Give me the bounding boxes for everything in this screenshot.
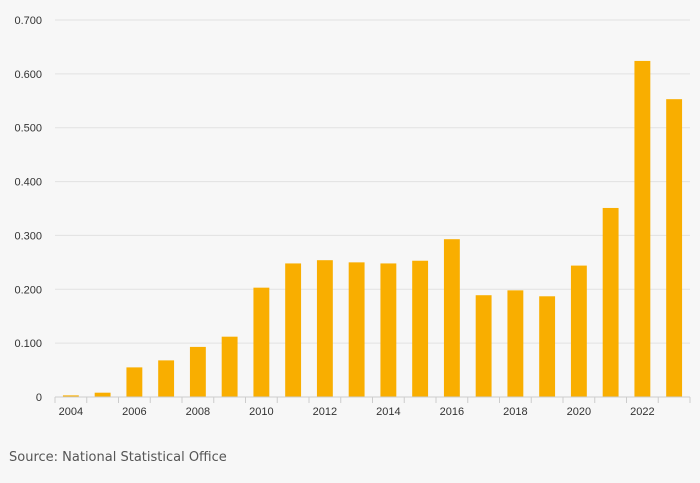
y-tick-label: 0.700: [14, 15, 42, 27]
y-tick-label: 0.400: [14, 177, 42, 189]
x-tick-label: 2006: [122, 406, 146, 418]
bar-2016: [443, 239, 460, 397]
bar-chart: 0 0.100 0.200 0.300 0.400 0.500 0.600 0.700 200…: [14, 15, 691, 418]
y-axis-ticks: 0 0.100 0.200 0.300 0.400 0.500 0.600 0.700: [14, 15, 42, 404]
x-tick-label: 2018: [503, 406, 527, 418]
x-axis: [54, 396, 691, 403]
gridlines: [55, 19, 690, 344]
bar-2020: [570, 265, 587, 397]
bar-2012: [316, 260, 333, 397]
bar-2023: [666, 99, 683, 398]
source-note: Source: National Statistical Office: [9, 450, 227, 465]
bar-2019: [539, 296, 556, 397]
x-axis-ticks: 2004 2006 2008 2010 2012 2014 2016 2018 2020 2022: [59, 406, 655, 418]
x-tick-label: 2004: [59, 406, 83, 418]
bar-2022: [634, 60, 651, 398]
bar-2017: [475, 295, 492, 397]
bar-2021: [602, 207, 619, 397]
x-tick-label: 2010: [249, 406, 273, 418]
y-tick-label: 0.200: [14, 284, 42, 296]
bar-2013: [348, 262, 365, 397]
bar-2006: [126, 367, 143, 397]
bar-2010: [253, 287, 270, 397]
bar-2005: [94, 392, 111, 397]
bar-series: [62, 60, 683, 398]
bar-2014: [380, 263, 397, 397]
bar-2009: [221, 336, 238, 397]
x-tick-label: 2012: [313, 406, 337, 418]
bar-2018: [507, 290, 524, 397]
x-tick-label: 2008: [186, 406, 210, 418]
x-tick-label: 2014: [376, 406, 400, 418]
bar-2004: [62, 395, 79, 397]
x-tick-label: 2016: [440, 406, 464, 418]
bar-2008: [189, 346, 206, 397]
x-tick-label: 2020: [567, 406, 591, 418]
bar-2011: [285, 263, 302, 397]
y-tick-label: 0: [36, 392, 42, 404]
bar-2015: [412, 260, 429, 397]
y-tick-label: 0.100: [14, 338, 42, 350]
y-tick-label: 0.300: [14, 230, 42, 242]
y-tick-label: 0.600: [14, 69, 42, 81]
x-tick-label: 2022: [630, 406, 654, 418]
bar-2007: [158, 360, 175, 397]
y-tick-label: 0.500: [14, 123, 42, 135]
